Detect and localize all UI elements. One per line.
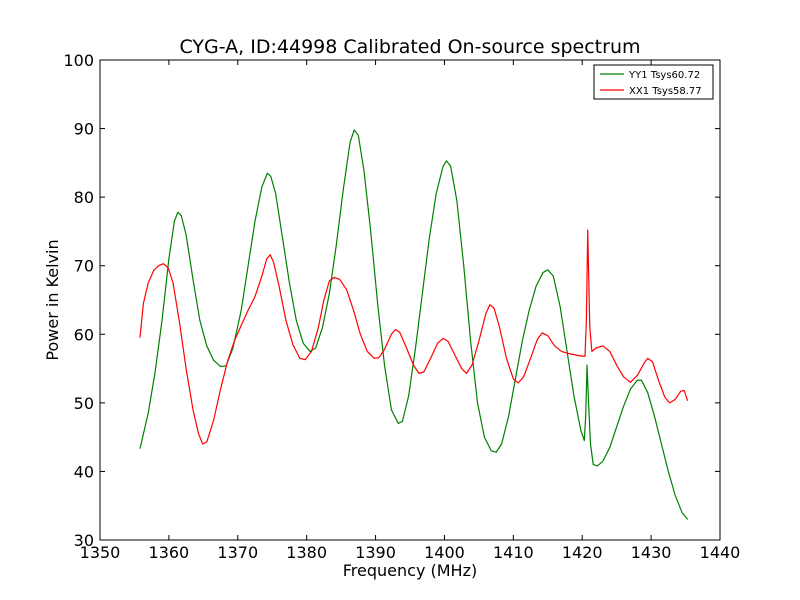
x-tick-label: 1440 — [700, 543, 741, 562]
x-tick-label: 1390 — [355, 543, 396, 562]
x-tick-label: 1360 — [149, 543, 190, 562]
y-tick-label: 90 — [74, 120, 94, 139]
y-tick-label: 40 — [74, 462, 94, 481]
x-axis: 1350 1360 1370 1380 1390 1400 1410 1420 1430 1440 — [80, 60, 741, 562]
x-axis-label: Frequency (MHz) — [343, 561, 477, 580]
y-tick-label: 100 — [63, 51, 94, 70]
x-tick-label: 1420 — [562, 543, 603, 562]
legend-label: YY1 Tsys60.72 — [628, 70, 700, 81]
y-tick-label: 30 — [74, 531, 94, 550]
x-tick-label: 1410 — [493, 543, 534, 562]
x-tick-label: 1370 — [217, 543, 258, 562]
y-axis: 30 40 50 60 70 80 90 100 — [63, 51, 720, 550]
y-axis-label: Power in Kelvin — [43, 239, 62, 360]
legend-label: XX1 Tsys58.77 — [629, 86, 702, 97]
y-tick-label: 50 — [74, 394, 94, 413]
legend: YY1 Tsys60.72 XX1 Tsys58.77 — [593, 64, 714, 100]
x-tick-label: 1430 — [631, 543, 672, 562]
plot-frame — [99, 59, 721, 541]
chart-title: CYG-A, ID:44998 Calibrated On-source spe… — [179, 36, 640, 58]
x-tick-label: 1380 — [286, 543, 327, 562]
y-tick-label: 80 — [74, 188, 94, 207]
y-tick-label: 70 — [74, 257, 94, 276]
plot-area — [100, 60, 720, 540]
series-line-2 — [139, 229, 689, 445]
legend-box — [593, 64, 714, 100]
x-tick-label: 1400 — [424, 543, 465, 562]
y-tick-label: 60 — [74, 325, 94, 344]
x-tick-label: 1350 — [80, 543, 121, 562]
series-layer — [139, 129, 689, 520]
